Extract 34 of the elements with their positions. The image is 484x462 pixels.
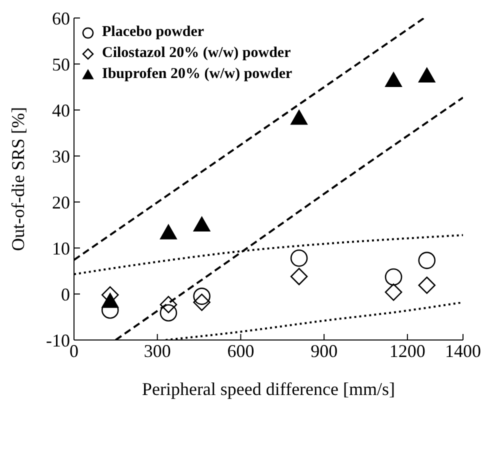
y-axis-title: Out-of-die SRS [%] [8, 107, 28, 251]
point [385, 72, 402, 88]
y-tick-label: 30 [52, 146, 70, 166]
point [418, 252, 436, 270]
legend-label: Ibuprofen 20% (w/w) powder [102, 65, 292, 84]
y-tick-label: 60 [52, 8, 70, 28]
y-tick-label: 40 [52, 100, 70, 120]
point [193, 294, 210, 311]
y-tick-label: 10 [52, 238, 70, 258]
x-tick-label: 600 [227, 340, 254, 361]
x-tick-label: 300 [144, 340, 171, 361]
y-tick-label: 20 [52, 192, 70, 212]
y-tick-label: 50 [52, 54, 70, 74]
point [102, 292, 119, 308]
y-tick-label: -10 [46, 330, 70, 350]
y-tick-label: 0 [61, 284, 70, 304]
point [290, 249, 308, 267]
legend-label: Cilostazol 20% (w/w) powder [102, 44, 291, 63]
point [193, 216, 210, 232]
point [290, 268, 308, 286]
point [193, 288, 210, 305]
legend-label: Placebo powder [102, 23, 204, 42]
point [290, 110, 308, 125]
x-axis-title: Peripheral speed difference [mm/s] [142, 379, 396, 399]
point [418, 67, 436, 82]
x-tick-label: 900 [310, 340, 338, 361]
point [160, 224, 177, 240]
x-tick-label: 1400 [445, 340, 481, 361]
point [160, 304, 178, 322]
point [384, 284, 402, 301]
point [160, 296, 178, 314]
point [384, 268, 402, 286]
x-tick-label: 1200 [389, 340, 426, 361]
point [418, 276, 436, 294]
